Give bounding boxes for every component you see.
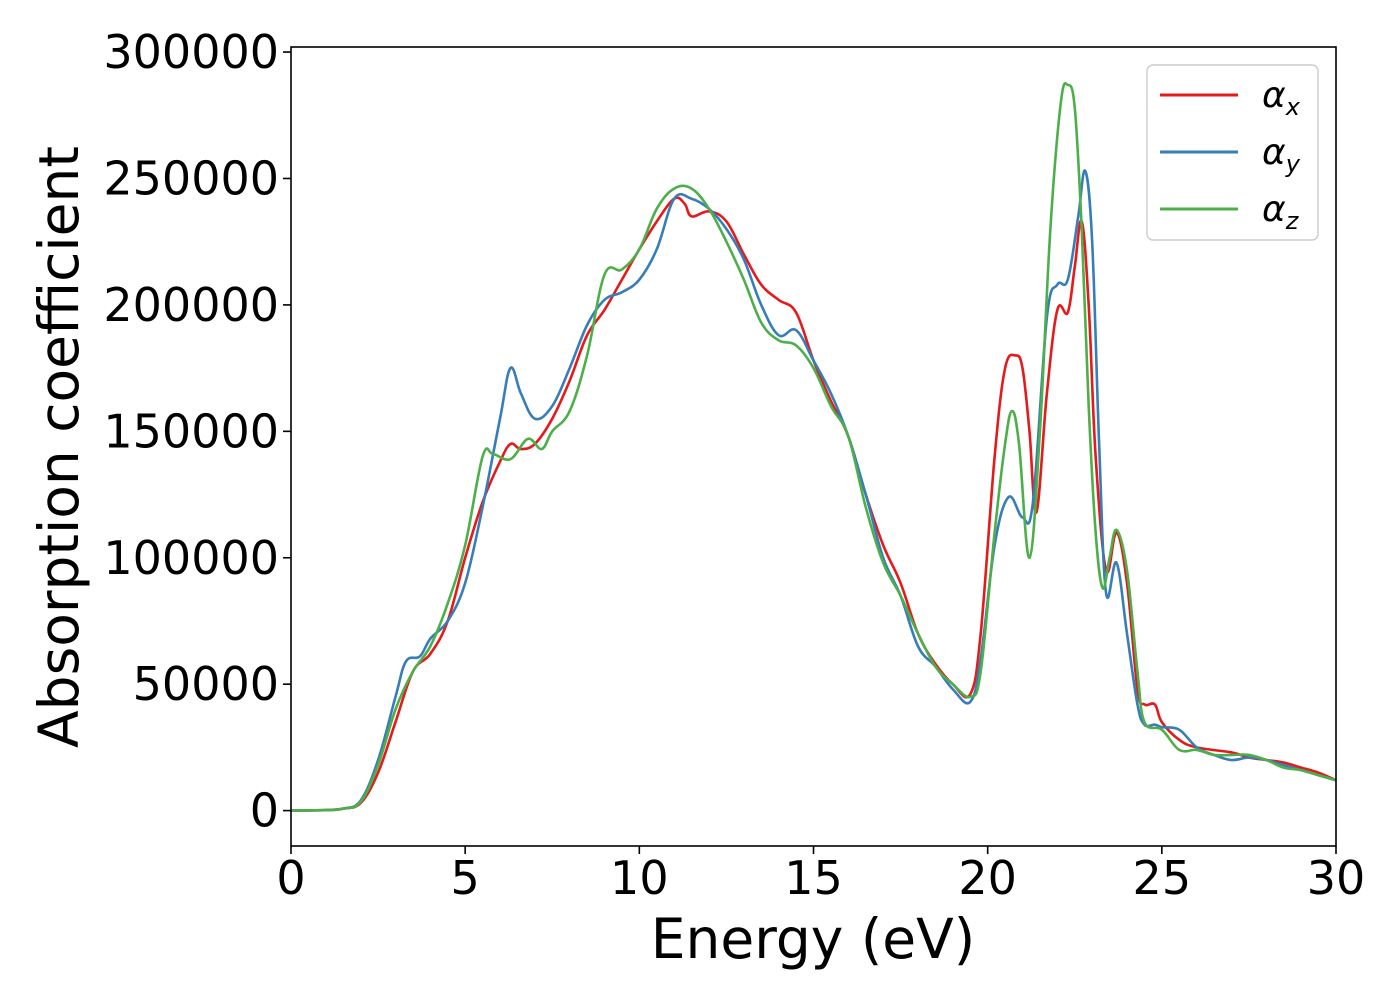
x-tick-label: 0: [276, 851, 305, 905]
y-tick-label: 250000: [103, 151, 279, 205]
x-tick-label: 30: [1307, 851, 1366, 905]
legend-label-z: αz: [1262, 189, 1300, 235]
x-tick-label: 15: [784, 851, 843, 905]
series-line-z: [291, 81, 1336, 812]
y-tick-label: 100000: [103, 531, 279, 585]
y-tick-label: 150000: [103, 404, 279, 458]
y-tick-label: 200000: [103, 278, 279, 332]
series-layer: [291, 81, 1336, 812]
series-line-y: [291, 169, 1336, 812]
y-tick-label: 300000: [103, 25, 279, 79]
x-tick-label: 20: [958, 851, 1017, 905]
y-tick-label: 50000: [133, 657, 279, 711]
x-axis: 0 5 10 15 20 25 30: [276, 846, 1365, 905]
legend: αx αy αz: [1146, 64, 1319, 241]
legend-label-x: αx: [1262, 75, 1301, 121]
x-tick-label: 5: [451, 851, 480, 905]
y-axis-label: Absorption coefficient: [27, 146, 91, 748]
legend-label-y: αy: [1262, 132, 1301, 178]
series-line-x: [291, 196, 1336, 812]
y-tick-label: 0: [250, 784, 279, 838]
x-tick-label: 25: [1133, 851, 1192, 905]
x-axis-label: Energy (eV): [651, 907, 975, 971]
y-axis: 0 50000 100000 150000 200000 250000 300000: [103, 25, 291, 838]
x-tick-label: 10: [610, 851, 669, 905]
